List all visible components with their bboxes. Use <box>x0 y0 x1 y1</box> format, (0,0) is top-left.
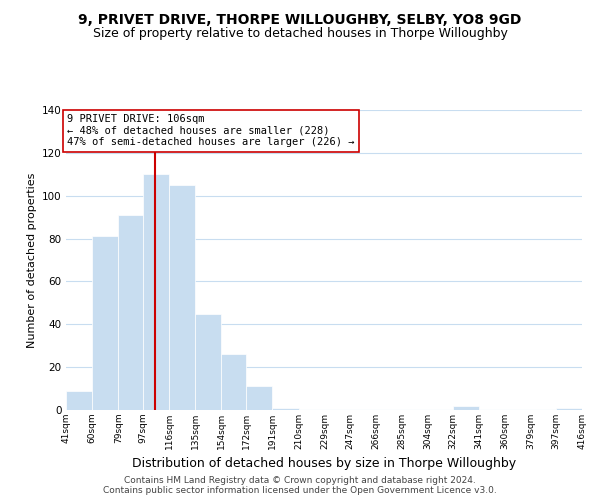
Text: 9 PRIVET DRIVE: 106sqm
← 48% of detached houses are smaller (228)
47% of semi-de: 9 PRIVET DRIVE: 106sqm ← 48% of detached… <box>67 114 355 148</box>
Text: Contains public sector information licensed under the Open Government Licence v3: Contains public sector information licen… <box>103 486 497 495</box>
Text: Size of property relative to detached houses in Thorpe Willoughby: Size of property relative to detached ho… <box>92 28 508 40</box>
Bar <box>118 215 143 410</box>
Bar <box>169 185 196 410</box>
Bar <box>196 314 221 410</box>
Bar <box>143 174 169 410</box>
Bar <box>221 354 246 410</box>
X-axis label: Distribution of detached houses by size in Thorpe Willoughby: Distribution of detached houses by size … <box>132 458 516 470</box>
Bar <box>452 406 479 410</box>
Y-axis label: Number of detached properties: Number of detached properties <box>26 172 37 348</box>
Bar <box>272 408 299 410</box>
Bar <box>66 390 92 410</box>
Bar <box>92 236 118 410</box>
Text: 9, PRIVET DRIVE, THORPE WILLOUGHBY, SELBY, YO8 9GD: 9, PRIVET DRIVE, THORPE WILLOUGHBY, SELB… <box>79 12 521 26</box>
Bar <box>246 386 272 410</box>
Text: Contains HM Land Registry data © Crown copyright and database right 2024.: Contains HM Land Registry data © Crown c… <box>124 476 476 485</box>
Bar <box>556 408 582 410</box>
